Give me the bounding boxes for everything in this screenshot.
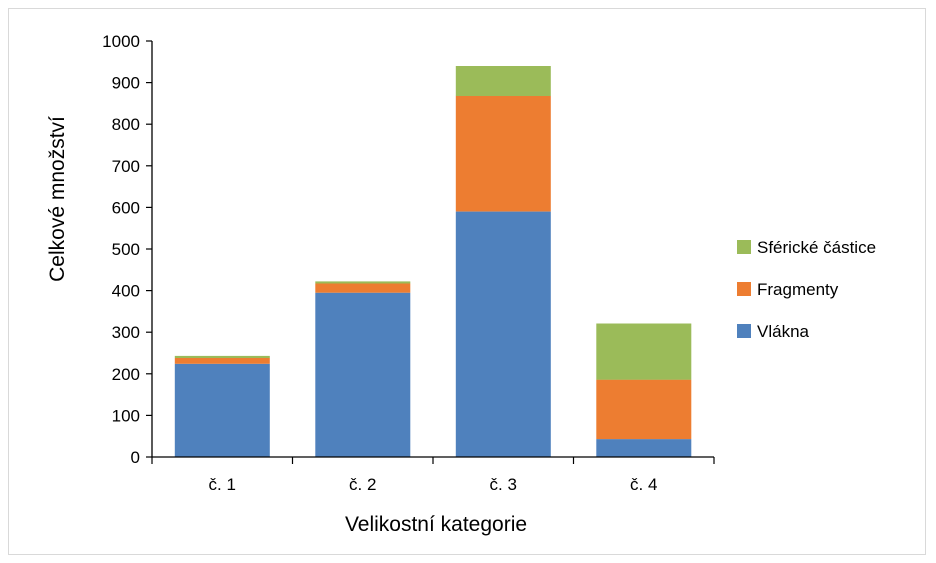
- stacked-bar-chart: 0 100 200 300 400 500 600 700 800 900 1000 č. 1 č. 2…: [46, 32, 876, 536]
- bar-segment-vlákna-2: [315, 292, 411, 457]
- y-tick-label: 100: [112, 406, 140, 425]
- bar-segment-vlákna-3: [455, 211, 551, 457]
- x-axis-title: Velikostní kategorie: [345, 513, 527, 536]
- legend-swatch-sférické-částice: [737, 240, 751, 254]
- y-tick-label: 300: [112, 323, 140, 342]
- legend: Sférické částice Fragmenty Vlákna: [737, 238, 876, 341]
- x-tick-label: č. 2: [349, 475, 376, 494]
- y-tick-label: 200: [112, 365, 140, 384]
- bar-segment-fragmenty-3: [455, 95, 551, 212]
- x-tick-label: č. 4: [630, 475, 657, 494]
- x-tick-label: č. 1: [209, 475, 236, 494]
- y-tick-label: 900: [112, 74, 140, 93]
- y-tick-label: 600: [112, 198, 140, 217]
- y-tick-label: 800: [112, 115, 140, 134]
- bar-segment-fragmenty-1: [174, 358, 270, 364]
- bar-segment-sférické-částice-1: [174, 355, 270, 358]
- bar-segment-sférické-částice-3: [455, 66, 551, 96]
- y-tick-label: 1000: [102, 32, 140, 51]
- legend-swatch-fragmenty: [737, 282, 751, 296]
- legend-label: Vlákna: [757, 322, 810, 341]
- bar-segment-vlákna-1: [174, 363, 270, 457]
- bars-layer: [174, 66, 692, 457]
- bar-segment-fragmenty-2: [315, 283, 411, 293]
- bar-segment-vlákna-4: [596, 439, 692, 457]
- y-axis-title: Celkové množství: [46, 116, 69, 282]
- bar-segment-sférické-částice-2: [315, 281, 411, 284]
- x-tick-label: č. 3: [490, 475, 517, 494]
- y-tick-label: 400: [112, 282, 140, 301]
- chart-frame: 0 100 200 300 400 500 600 700 800 900 1000 č. 1 č. 2…: [8, 8, 926, 555]
- y-tick-label: 500: [112, 240, 140, 259]
- bar-segment-sférické-částice-4: [596, 323, 692, 380]
- legend-label: Fragmenty: [757, 280, 839, 299]
- ticks-layer: 0 100 200 300 400 500 600 700 800 900 1000 č. 1 č. 2…: [102, 32, 715, 494]
- legend-label: Sférické částice: [757, 238, 876, 257]
- bar-segment-fragmenty-4: [596, 379, 692, 440]
- y-tick-label: 700: [112, 157, 140, 176]
- y-tick-label: 0: [131, 448, 140, 467]
- legend-swatch-vlákna: [737, 324, 751, 338]
